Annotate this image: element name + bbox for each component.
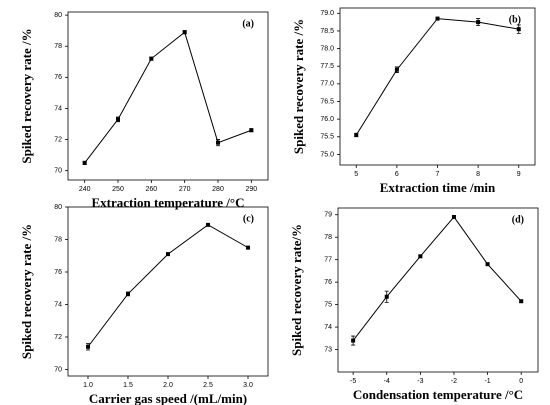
y-tick-label: 72 <box>54 334 62 341</box>
plot-frame <box>67 11 269 181</box>
data-point <box>86 344 90 349</box>
y-tick-label: 74 <box>324 324 332 331</box>
x-tick-label: -1 <box>484 378 490 385</box>
data-point <box>149 56 154 61</box>
data-point <box>354 133 359 138</box>
y-tick-label: 78.5 <box>320 28 334 35</box>
x-tick-label: 0 <box>519 378 523 385</box>
x-axis-label: Extraction temperature /°C <box>92 195 245 210</box>
data-line <box>352 216 522 341</box>
data-point <box>418 254 423 259</box>
plot-frame <box>337 207 539 373</box>
y-axis-label: Spiked recovery rate /% <box>19 224 34 359</box>
x-tick-label: -2 <box>451 378 457 385</box>
x-tick-label: 7 <box>436 171 440 178</box>
x-tick-label: 280 <box>212 186 224 193</box>
x-tick-label: -5 <box>350 378 356 385</box>
x-tick-label: 5 <box>354 171 358 178</box>
y-tick-label: 70 <box>54 168 62 175</box>
x-tick-label: 250 <box>112 186 124 193</box>
x-tick-label: -4 <box>384 378 390 385</box>
data-point <box>516 27 521 32</box>
y-axis-label: Spiked recovery rate /% <box>291 19 306 154</box>
y-tick-label: 79 <box>324 212 332 219</box>
x-axis-label: Extraction time /min <box>380 180 496 195</box>
x-tick-label: 2.5 <box>203 382 213 389</box>
y-tick-label: 74 <box>54 301 62 308</box>
y-tick-label: 77.0 <box>320 81 334 88</box>
plot-frame <box>339 7 536 166</box>
x-axis-label: Condensation temperature /°C <box>353 387 523 402</box>
panel-label: (d) <box>512 214 524 225</box>
y-tick-label: 78.0 <box>320 45 334 52</box>
y-tick-label: 75.0 <box>320 151 334 158</box>
data-point <box>351 338 356 343</box>
y-tick-label: 76.5 <box>320 98 334 105</box>
plot-frame <box>67 206 269 377</box>
y-tick-label: 76.0 <box>320 116 334 123</box>
y-axis-label: Spiked recovery rate/% <box>289 224 304 356</box>
y-tick-label: 76 <box>54 74 62 81</box>
x-tick-label: 8 <box>476 171 480 178</box>
x-tick-label: -3 <box>417 378 423 385</box>
x-tick-label: 1.5 <box>123 382 133 389</box>
panel-label: (a) <box>242 18 254 29</box>
y-tick-label: 79.0 <box>320 10 334 17</box>
x-tick-label: 1.0 <box>83 382 93 389</box>
y-tick-label: 77 <box>324 257 332 264</box>
y-tick-label: 75.5 <box>320 134 334 141</box>
x-tick-label: 6 <box>395 171 399 178</box>
x-tick-label: 3.0 <box>243 382 253 389</box>
y-tick-label: 70 <box>54 366 62 373</box>
data-point <box>435 16 440 21</box>
y-tick-label: 74 <box>54 105 62 112</box>
data-point <box>519 299 524 304</box>
y-tick-label: 77.5 <box>320 63 334 70</box>
x-tick-label: 290 <box>245 186 257 193</box>
panel-label: (c) <box>243 213 254 224</box>
y-tick-label: 80 <box>54 12 62 19</box>
y-tick-label: 80 <box>54 204 62 211</box>
data-point <box>206 222 210 227</box>
y-tick-label: 78 <box>54 236 62 243</box>
x-tick-label: 240 <box>79 186 91 193</box>
data-point <box>116 117 120 122</box>
data-point <box>384 294 389 299</box>
x-tick-label: 260 <box>145 186 157 193</box>
data-line <box>355 18 519 136</box>
y-tick-label: 75 <box>324 301 332 308</box>
x-tick-label: 270 <box>179 186 191 193</box>
y-tick-label: 78 <box>324 234 332 241</box>
y-tick-label: 78 <box>54 43 62 50</box>
x-axis-label: Carrier gas speed /(mL/min) <box>89 391 247 405</box>
data-point <box>451 214 456 219</box>
y-axis-label: Spiked recovery rate /% <box>19 28 34 163</box>
panel-label: (b) <box>509 14 521 25</box>
data-point <box>246 245 250 250</box>
data-point <box>82 160 87 165</box>
y-tick-label: 76 <box>324 279 332 286</box>
x-tick-label: 2.0 <box>163 382 173 389</box>
data-line <box>84 31 252 164</box>
data-point <box>394 67 399 72</box>
data-point <box>249 128 254 133</box>
data-point <box>216 140 220 145</box>
data-point <box>126 291 130 296</box>
y-tick-label: 76 <box>54 269 62 276</box>
x-tick-label: 9 <box>517 171 521 178</box>
y-tick-label: 73 <box>324 346 332 353</box>
data-point <box>476 20 481 25</box>
y-tick-label: 72 <box>54 136 62 143</box>
data-line <box>87 224 249 348</box>
data-point <box>485 262 490 267</box>
data-point <box>166 252 170 257</box>
data-point <box>182 30 187 35</box>
